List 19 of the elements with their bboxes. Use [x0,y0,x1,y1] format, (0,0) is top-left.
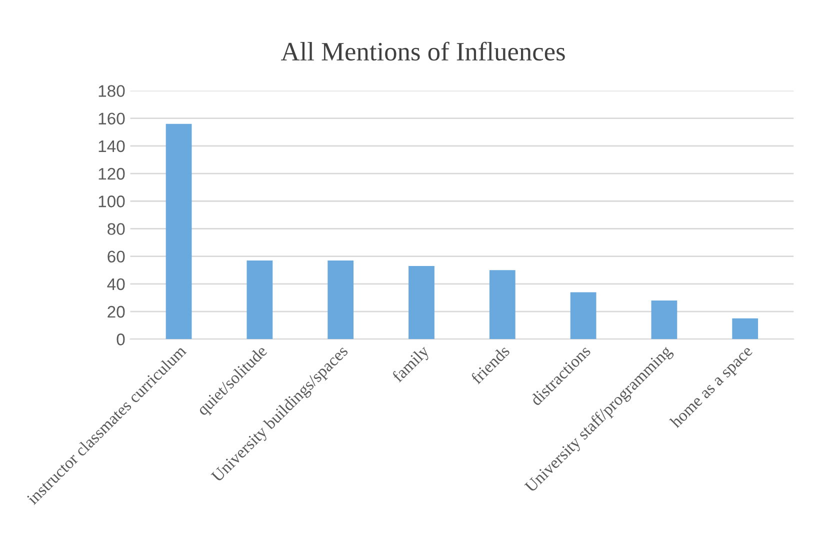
bar [489,270,516,340]
bar [408,266,434,340]
y-tick-label: 180 [98,85,125,97]
y-tick-label: 60 [108,250,125,263]
y-tick-label: 20 [108,306,125,318]
bar [166,124,192,340]
y-tick-label: 160 [98,112,125,125]
y-tick-label: 100 [98,196,125,208]
bar [328,260,354,340]
bar [246,260,273,340]
y-tick-label: 120 [98,168,125,180]
y-tick-label: 140 [98,140,125,152]
chart-title: All Mentions of Influences [280,42,565,61]
y-tick-label: 40 [107,278,125,290]
y-tick-label: 80 [108,223,125,235]
bar [732,318,758,340]
bar [651,300,678,340]
y-tick-label: 0 [116,334,125,346]
bar [570,292,596,340]
